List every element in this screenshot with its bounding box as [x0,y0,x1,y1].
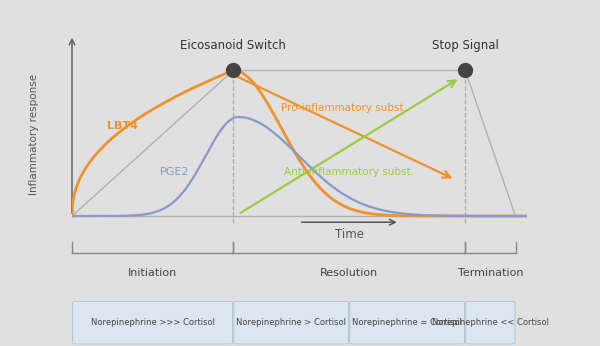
Text: Norepinephrine = Cortisol: Norepinephrine = Cortisol [352,318,462,327]
Text: Anti-inflammatory subst.: Anti-inflammatory subst. [284,167,413,177]
Text: Initiation: Initiation [128,268,177,278]
Text: PGE2: PGE2 [160,167,190,177]
Text: LBT4: LBT4 [107,121,138,131]
Text: Resolution: Resolution [320,268,379,278]
Text: Eicosanoid Switch: Eicosanoid Switch [181,39,286,52]
Text: Pro-inflammatory subst.: Pro-inflammatory subst. [281,103,407,113]
Text: Stop Signal: Stop Signal [431,39,499,52]
Text: Norepinephrine << Cortisol: Norepinephrine << Cortisol [432,318,549,327]
Text: Time: Time [335,228,364,241]
Text: Norepinephrine > Cortisol: Norepinephrine > Cortisol [236,318,346,327]
Text: Inflammatory response: Inflammatory response [29,74,39,195]
Text: Norepinephrine >>> Cortisol: Norepinephrine >>> Cortisol [91,318,215,327]
Text: Termination: Termination [458,268,523,278]
